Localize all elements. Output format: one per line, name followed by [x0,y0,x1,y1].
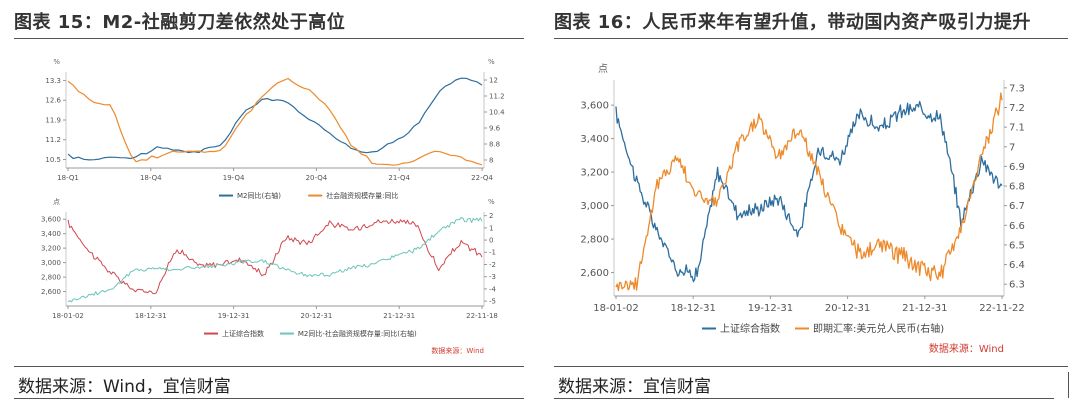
left-source-footer: 数据来源：Wind，宜信财富 [18,377,231,397]
y-right-tick-label: -5 [489,298,496,306]
y-right-tick-label: 11.2 [489,92,505,100]
y-left-tick-label: 3,000 [580,201,609,212]
y-left-tick-label: 12.6 [45,97,61,105]
y-right-tick-label: -1 [489,249,496,257]
y-right-tick-label: 6.6 [1009,221,1025,232]
x-tick-label: 19-Q4 [223,174,245,182]
m2-tsf-chart: % % 13.3 12.6 11.9 11.2 10.5 12 11.2 10.4 9.6 8.8 8 1… [45,58,505,200]
y-right-tick-label: 2 [489,212,493,220]
legend-label-2: M2同比-社会融资规模存量:同比(右轴) [298,329,417,338]
y-right-unit: % [488,198,495,206]
legend-label-1: 上证综合指数 [222,329,264,338]
y-right-unit: % [488,58,495,66]
x-tick-label: 20-Q4 [306,174,328,182]
x-tick-label: 21-Q4 [388,174,410,182]
series-line-2 [615,92,1003,292]
y-left-tick-label: 3,400 [41,230,61,238]
y-right-tick-label: 12 [489,76,498,84]
shci-usdcny-chart: 点 3,600 3,400 3,200 3,000 2,800 2,600 7.3 7.2 7.1… [580,63,1025,355]
x-tick-label: 21-12-31 [383,312,415,320]
y-right-tick-label: 10.4 [489,108,505,116]
x-tick-label: 20-12-31 [825,303,870,314]
x-tick-label: 18-Q1 [57,174,79,182]
x-tick-label: 22-11-18 [466,312,498,320]
series-line-1 [615,100,1003,283]
series-line-1 [67,77,483,161]
legend-label-1: 上证综合指数 [720,322,780,335]
x-tick-label: 18-Q4 [140,174,162,182]
y-left-tick-label: 2,600 [41,288,61,296]
y-right-tick-label: 0 [489,237,493,245]
y-right-tick-label: 9.6 [489,124,501,132]
right-panel-title: 图表 16：人民币来年有望升值，带动国内资产吸引力提升 [554,12,1031,33]
y-right-tick-label: 6.4 [1009,260,1025,271]
left-bottom-rule [14,398,524,399]
shci-scissors-chart: 点 % 3,600 3,400 3,200 3,000 2,800 2,600 2 1 0 -1 -2 -… [41,198,498,355]
x-tick-label: 18-12-31 [135,312,167,320]
y-right-tick-label: 6.8 [1009,182,1025,193]
y-left-tick-label: 3,600 [41,216,61,224]
source-note: 数据来源：Wind [929,342,1004,355]
y-right-tick-label: 6.3 [1009,280,1025,291]
y-left-unit: 点 [598,63,608,75]
y-left-tick-label: 3,600 [580,101,609,112]
x-tick-label: 18-01-02 [593,303,638,314]
left-title-rule [14,38,524,39]
series-line-2 [67,77,483,166]
legend-label-1: M2同比(右轴) [237,191,281,200]
y-right-tick-label: 6.5 [1009,240,1025,251]
y-right-tick-label: -3 [489,273,496,281]
legend-label-2: 即期汇率:美元兑人民币(右轴) [813,322,944,335]
x-tick-label: 22-Q4 [471,174,493,182]
right-corner-rule [1068,372,1069,398]
source-note: 数据来源：Wind [431,346,484,355]
y-right-tick-label: 7 [1009,142,1015,153]
x-tick-label: 22-11-22 [979,303,1024,314]
y-left-tick-label: 3,200 [41,245,61,253]
right-footer-rule [554,366,1068,367]
y-left-tick-label: 11.9 [45,116,61,124]
left-footer-rule [14,366,524,367]
y-left-tick-label: 13.3 [45,77,61,85]
legend-label-2: 社会融资规模存量:同比 [326,191,398,200]
y-left-unit: % [53,58,60,66]
y-left-tick-label: 3,400 [580,134,609,145]
y-right-tick-label: 7.1 [1009,123,1025,134]
x-tick-label: 21-12-31 [902,303,947,314]
right-bottom-rule [554,398,1054,399]
series-line-1 [67,218,483,295]
x-tick-label: 18-12-31 [671,303,716,314]
y-right-tick-label: -2 [489,261,496,269]
x-tick-label: 19-12-31 [748,303,793,314]
y-left-unit: 点 [53,198,60,206]
y-left-tick-label: 3,200 [580,168,609,179]
y-right-tick-label: 7.3 [1009,83,1025,94]
y-left-tick-label: 2,800 [41,274,61,282]
y-right-tick-label: 7.2 [1009,103,1025,114]
y-right-tick-label: 8 [489,156,493,164]
y-left-tick-label: 10.5 [45,156,61,164]
left-panel-title: 图表 15：M2-社融剪刀差依然处于高位 [14,12,346,33]
right-source-footer: 数据来源：宜信财富 [558,377,711,397]
right-title-rule [554,38,1068,39]
x-tick-label: 20-12-31 [301,312,333,320]
y-left-tick-label: 11.2 [45,136,61,144]
y-left-tick-label: 2,800 [580,235,609,246]
y-right-tick-label: 1 [489,224,493,232]
y-right-tick-label: 6.7 [1009,201,1025,212]
y-right-tick-label: 8.8 [489,140,500,148]
y-left-tick-label: 2,600 [580,268,609,279]
x-tick-label: 18-01-02 [52,312,84,320]
x-tick-label: 19-12-31 [218,312,250,320]
y-left-tick-label: 3,000 [41,259,61,267]
y-right-tick-label: 6.9 [1009,162,1025,173]
y-right-tick-label: -4 [489,285,497,293]
series-line-2 [67,217,483,303]
